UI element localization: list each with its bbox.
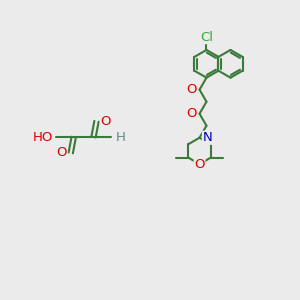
Text: N: N [202, 131, 212, 144]
Text: Cl: Cl [200, 31, 213, 44]
Text: O: O [56, 146, 67, 160]
Text: O: O [186, 107, 196, 120]
Text: H: H [115, 130, 125, 144]
Text: O: O [194, 158, 205, 171]
Text: HO: HO [32, 130, 53, 144]
Text: O: O [100, 115, 111, 128]
Text: O: O [186, 83, 196, 96]
